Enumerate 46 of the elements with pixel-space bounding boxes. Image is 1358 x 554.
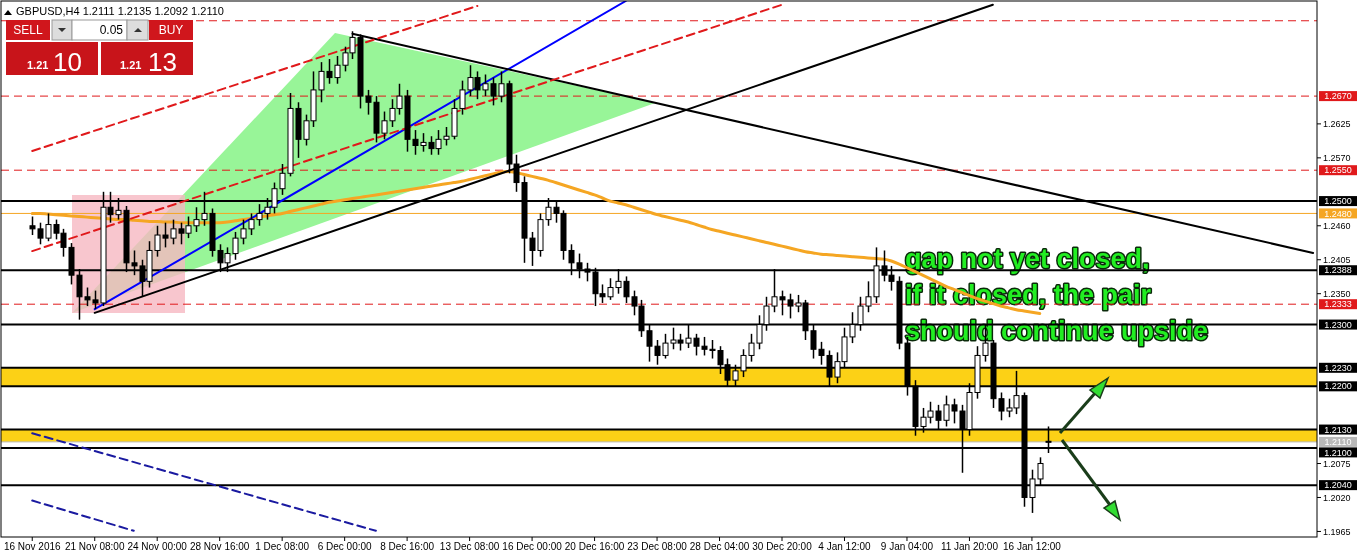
x-tick-label: 28 Dec 04:00: [689, 541, 750, 552]
y-tick-label: 1.2020: [1323, 492, 1351, 503]
x-tick-label: 16 Dec 00:00: [502, 541, 563, 552]
y-tick-label: 1.1965: [1323, 526, 1351, 537]
ref-line-label: 1.2110: [1324, 437, 1352, 448]
x-tick-label: 1 Dec 08:00: [255, 541, 310, 552]
ref-line-label: 1.2230: [1324, 362, 1352, 373]
x-tick-label: 9 Jan 04:00: [880, 541, 934, 552]
x-tick-label: 11 Jan 20:00: [940, 541, 999, 552]
annotation: 1.21: [27, 59, 49, 71]
y-tick-label: 1.2350: [1323, 288, 1351, 299]
annotation: 13: [148, 47, 177, 77]
ref-line-label: 1.2670: [1324, 91, 1352, 102]
ref-line-label: 1.2130: [1324, 424, 1352, 435]
y-tick-label: 1.2570: [1323, 153, 1351, 163]
x-tick-label: 28 Nov 16:00: [189, 541, 250, 552]
y-tick-label: 1.2405: [1323, 254, 1351, 265]
ref-line-label: 1.2500: [1324, 196, 1352, 207]
annotation: 0.05: [99, 23, 124, 37]
annotation: 10: [53, 47, 82, 77]
ref-line-label: 1.2100: [1324, 447, 1352, 458]
ref-line-label: 1.2040: [1324, 480, 1352, 491]
ref-line-label: 1.2388: [1324, 265, 1352, 276]
annotation: 1.21: [120, 59, 142, 71]
ref-line-label: 1.2333: [1324, 299, 1352, 310]
x-tick-label: 23 Dec 08:00: [627, 541, 688, 552]
x-tick-label: 21 Nov 08:00: [64, 541, 125, 552]
chart-title: GBPUSD,H4 1.2111 1.2135 1.2092 1.2110: [16, 5, 224, 17]
x-tick-label: 4 Jan 12:00: [818, 541, 872, 552]
ref-line-label: 1.2550: [1324, 165, 1352, 176]
x-tick-label: 30 Dec 20:00: [752, 541, 813, 552]
y-tick-label: 1.2075: [1323, 458, 1351, 469]
x-tick-label: 16 Nov 2016: [3, 541, 62, 552]
x-tick-label: 13 Dec 08:00: [439, 541, 500, 552]
x-tick-label: 6 Dec 00:00: [317, 541, 373, 552]
x-tick-label: 24 Nov 00:00: [127, 541, 188, 552]
ref-line-label: 1.2200: [1324, 381, 1352, 392]
ref-line-label: 1.2480: [1324, 208, 1352, 219]
x-tick-label: 16 Jan 12:00: [1003, 541, 1062, 552]
x-tick-label: 8 Dec 16:00: [380, 541, 435, 552]
annotation: SELL: [13, 23, 43, 37]
y-tick-label: 1.2460: [1323, 220, 1351, 231]
annotation: BUY: [158, 23, 184, 37]
y-tick-label: 1.2625: [1323, 119, 1351, 130]
x-tick-label: 20 Dec 16:00: [564, 541, 625, 552]
ref-line-label: 1.2300: [1324, 319, 1352, 330]
